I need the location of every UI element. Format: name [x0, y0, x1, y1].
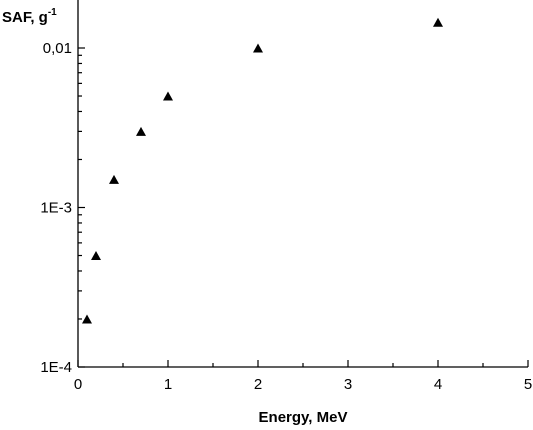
y-tick-label: 1E-4 — [40, 359, 72, 376]
y-axis-title-exponent: -1 — [48, 7, 57, 18]
x-tick-label: 2 — [254, 376, 262, 393]
data-point-triangle — [82, 314, 92, 324]
y-axis-title-base: SAF, g — [2, 9, 48, 26]
data-point-triangle — [433, 17, 443, 27]
x-tick-label: 3 — [344, 376, 352, 393]
axes — [77, 0, 528, 368]
x-axis-title: Energy, MeV — [259, 409, 348, 426]
x-tick-label: 0 — [74, 376, 82, 393]
ticks: 0 1 2 3 4 5 1E-4 1E-3 0,01 — [40, 40, 532, 393]
x-tick-label: 5 — [524, 376, 532, 393]
data-point-triangle — [136, 126, 146, 136]
x-tick-label: 4 — [434, 376, 442, 393]
x-tick-label: 1 — [164, 376, 172, 393]
data-point-triangle — [163, 91, 173, 101]
data-point-triangle — [253, 43, 263, 53]
data-point-triangle — [91, 251, 101, 261]
y-tick-label: 1E-3 — [40, 200, 72, 217]
data-points — [82, 17, 443, 324]
data-point-triangle — [109, 174, 119, 184]
y-tick-label: 0,01 — [43, 40, 72, 57]
y-axis-title: SAF, g-1 — [2, 7, 57, 26]
